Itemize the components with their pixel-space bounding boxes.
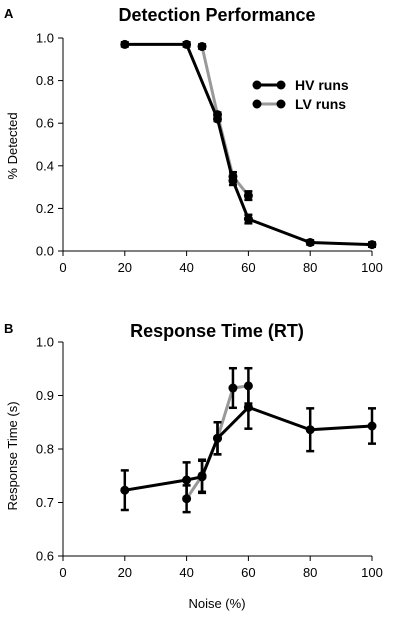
panel-b-hv-point: [305, 425, 315, 435]
panel-b-hv-point: [182, 475, 192, 485]
panel-a-hv-point: [367, 240, 377, 250]
panel-b-response-time-chart: B Response Time (RT) Response Time (s) N…: [4, 321, 383, 611]
legend-lv-label: LV runs: [295, 96, 346, 112]
panel-b-y-tick-label: 0.7: [36, 495, 54, 510]
panel-b-x-tick-label: 100: [361, 565, 383, 580]
panel-b-series-hv: [120, 384, 377, 512]
panel-a-series: [120, 39, 377, 250]
panel-a-letter: A: [4, 6, 14, 21]
legend-hv-marker: [252, 80, 262, 90]
legend-hv-label: HV runs: [295, 77, 349, 93]
panel-b-x-tick-label: 0: [59, 565, 66, 580]
legend: HV runs LV runs: [252, 77, 349, 112]
panel-b-hv-point: [213, 433, 222, 443]
panel-a-x-tick-label: 100: [361, 260, 383, 275]
panel-b-y-tick-label: 0.9: [36, 388, 54, 403]
panel-b-x-axis-label: Noise (%): [188, 596, 245, 611]
panel-b-hv-point: [243, 402, 253, 412]
panel-b-x-tick-label: 40: [179, 565, 193, 580]
panel-b-x-ticks: 0 20 40 60 80 100: [59, 556, 383, 580]
panel-b-letter: B: [4, 321, 13, 336]
panel-b-y-tick-label: 0.6: [36, 549, 54, 564]
panel-a-y-tick-label: 0.0: [36, 244, 54, 259]
panel-b-title: Response Time (RT): [130, 321, 304, 341]
panel-a-y-ticks: 0.0 0.2 0.4 0.6 0.8 1.0: [36, 31, 63, 259]
panel-a-y-tick-label: 0.6: [36, 116, 54, 131]
panel-b-y-axis-label: Response Time (s): [5, 401, 20, 510]
legend-hv-marker: [276, 80, 286, 90]
panel-b-y-tick-label: 0.8: [36, 442, 54, 457]
panel-b-hv-point: [120, 485, 130, 495]
panel-a-hv-point: [120, 39, 130, 49]
panel-a-lv-point: [243, 191, 253, 201]
panel-a-x-tick-label: 60: [241, 260, 255, 275]
panel-a-y-tick-label: 0.8: [36, 73, 54, 88]
panel-a-hv-point: [305, 237, 315, 247]
legend-entry-hv: HV runs: [252, 77, 349, 93]
legend-lv-marker: [252, 99, 262, 109]
panel-b-y-tick-label: 1.0: [36, 335, 54, 350]
panel-a-x-tick-label: 0: [59, 260, 66, 275]
panel-b-hv-point: [367, 421, 377, 431]
panel-a-lv-point: [197, 42, 207, 52]
panel-b-y-ticks: 0.6 0.7 0.8 0.9 1.0: [36, 335, 63, 564]
panel-b-x-tick-label: 80: [303, 565, 317, 580]
panel-a-series-hv: [120, 39, 377, 250]
panel-a-y-tick-label: 0.2: [36, 201, 54, 216]
panel-b-x-tick-label: 60: [241, 565, 255, 580]
panel-a-hv-point: [228, 176, 238, 186]
panel-b-hv-point: [197, 472, 207, 482]
panel-a-series-lv: [197, 42, 253, 202]
panel-a-y-tick-label: 0.4: [36, 158, 54, 173]
panel-a-title: Detection Performance: [118, 5, 315, 25]
panel-a-x-ticks: 0 20 40 60 80 100: [59, 251, 383, 275]
panel-a-hv-point: [182, 39, 192, 49]
panel-a-x-tick-label: 40: [179, 260, 193, 275]
panel-b-lv-point: [228, 383, 238, 393]
legend-entry-lv: LV runs: [252, 96, 346, 112]
panel-b-x-tick-label: 20: [118, 565, 132, 580]
panel-a-x-tick-label: 20: [118, 260, 132, 275]
panel-a-y-tick-label: 1.0: [36, 31, 54, 46]
panel-a-x-tick-label: 80: [303, 260, 317, 275]
panel-a-hv-point: [213, 114, 222, 124]
panel-a-hv-point: [243, 214, 253, 224]
panel-a-lv-line: [200, 46, 250, 197]
panel-b-series: [120, 366, 377, 514]
legend-lv-marker: [276, 99, 286, 109]
panel-a-y-axis-label: % Detected: [5, 112, 20, 179]
panel-a-detection-chart: A Detection Performance % Detected 0.00.…: [4, 5, 383, 275]
